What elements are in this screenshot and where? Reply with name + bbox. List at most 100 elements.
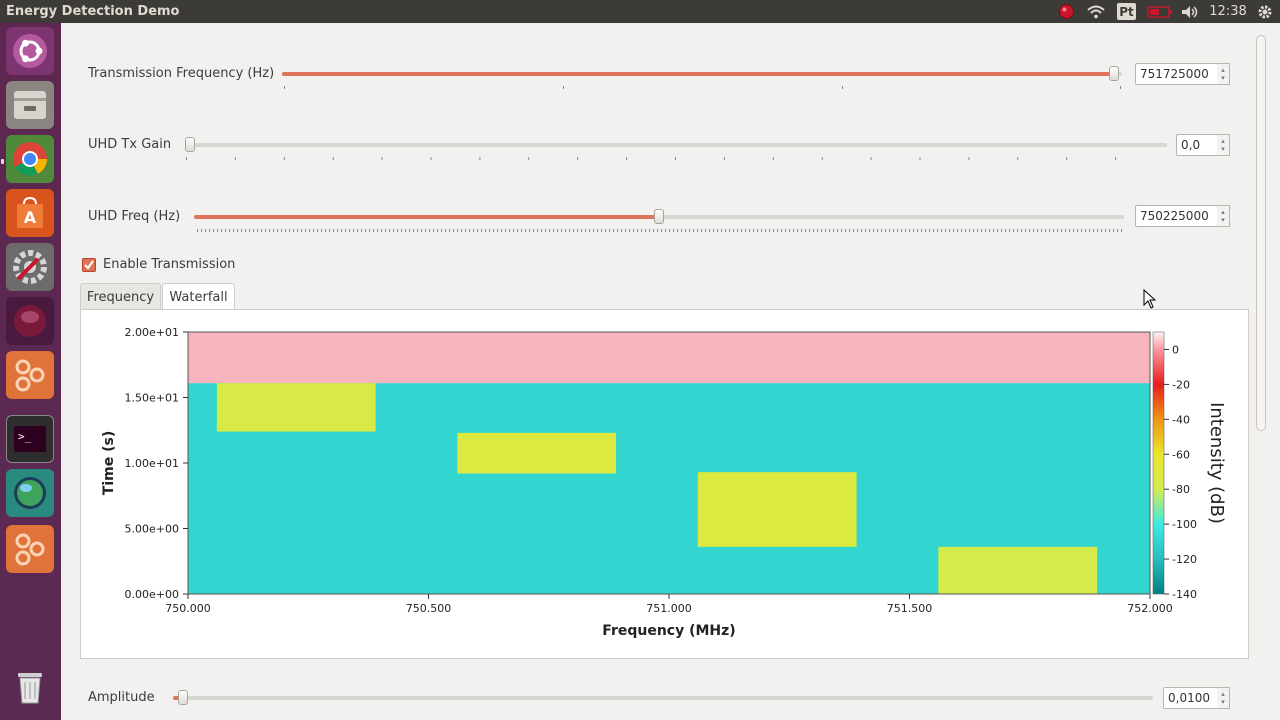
y-tick-label: 2.00e+01 xyxy=(125,326,179,339)
slider-tick xyxy=(953,229,954,232)
slider-tick xyxy=(749,229,750,232)
slider-tick xyxy=(209,229,210,232)
colorbar-tick-label: -80 xyxy=(1172,483,1190,496)
slider-handle[interactable] xyxy=(185,137,195,152)
waterfall-burst xyxy=(697,472,857,547)
wifi-icon[interactable] xyxy=(1086,3,1106,20)
slider-tick xyxy=(489,229,490,232)
slider-tick xyxy=(1089,229,1090,232)
slider-tick xyxy=(869,229,870,232)
slider-tick xyxy=(626,157,628,160)
slider-tick xyxy=(789,229,790,232)
chrome-icon[interactable] xyxy=(6,135,54,183)
terminal-icon[interactable]: >_ xyxy=(6,415,54,463)
slider-tick xyxy=(1065,229,1066,232)
waterfall-chart[interactable]: 750.000 750.500 751.000 751.500 752.000 0.00e… xyxy=(81,310,1248,658)
gnuradio-icon[interactable] xyxy=(6,351,54,399)
amplitude-stepper[interactable]: ▴ ▾ xyxy=(1217,687,1230,709)
slider-tick xyxy=(685,229,686,232)
gear-icon[interactable] xyxy=(1256,3,1274,20)
enable-transmission-checkbox[interactable] xyxy=(82,258,96,272)
slider-tick xyxy=(521,229,522,232)
tx-gain-slider[interactable] xyxy=(185,137,1167,152)
clock[interactable]: 12:38 xyxy=(1209,4,1247,19)
tx-frequency-stepper[interactable]: ▴ ▾ xyxy=(1217,63,1230,85)
slider-tick xyxy=(321,229,322,232)
uhd-frequency-input[interactable]: 750225000 xyxy=(1135,205,1218,227)
uhd-frequency-slider[interactable] xyxy=(194,209,1124,224)
colorbar-tick-label: -100 xyxy=(1172,518,1197,531)
slider-tick xyxy=(893,229,894,232)
slider-tick xyxy=(313,229,314,232)
slider-tick xyxy=(349,229,350,232)
globe-icon[interactable] xyxy=(6,469,54,517)
slider-tick xyxy=(293,229,294,232)
software-center-icon[interactable]: A xyxy=(6,189,54,237)
slider-tick xyxy=(968,157,970,160)
slider-handle[interactable] xyxy=(177,690,188,705)
uhd-frequency-stepper[interactable]: ▴ ▾ xyxy=(1217,205,1230,227)
mouse-cursor-icon xyxy=(1143,289,1157,309)
slider-tick xyxy=(741,229,742,232)
slider-tick xyxy=(637,229,638,232)
slider-handle[interactable] xyxy=(654,209,664,224)
slider-tick xyxy=(381,229,382,232)
ubuntu-logo-icon[interactable] xyxy=(6,27,54,75)
keyboard-layout-indicator[interactable]: Pt xyxy=(1117,3,1136,20)
tx-gain-stepper[interactable]: ▴ ▾ xyxy=(1217,134,1230,156)
x-axis-label: Frequency (MHz) xyxy=(602,623,735,639)
slider-tick xyxy=(337,229,338,232)
tab-frequency[interactable]: Frequency xyxy=(80,283,161,310)
slider-tick xyxy=(713,229,714,232)
files-icon[interactable] xyxy=(6,81,54,129)
slider-tick xyxy=(1105,229,1106,232)
tx-frequency-slider[interactable] xyxy=(282,66,1122,81)
record-app-icon[interactable] xyxy=(6,297,54,345)
slider-tick xyxy=(681,229,682,232)
slider-tick xyxy=(481,229,482,232)
slider-tick xyxy=(529,229,530,232)
slider-tick xyxy=(785,229,786,232)
enable-transmission-label[interactable]: Enable Transmission xyxy=(103,257,236,272)
slider-tick xyxy=(933,229,934,232)
amplitude-slider[interactable] xyxy=(173,690,1153,705)
tab-waterfall[interactable]: Waterfall xyxy=(162,283,235,311)
slider-tick xyxy=(385,229,386,232)
battery-icon[interactable] xyxy=(1146,3,1173,20)
trash-icon[interactable] xyxy=(6,663,54,711)
record-icon[interactable] xyxy=(1057,3,1076,20)
colorbar-tick-label: -140 xyxy=(1172,588,1197,601)
slider-tick xyxy=(533,229,534,232)
slider-tick xyxy=(353,229,354,232)
slider-tick xyxy=(469,229,470,232)
slider-tick xyxy=(401,229,402,232)
slider-tick xyxy=(525,229,526,232)
slider-handle[interactable] xyxy=(1108,66,1119,81)
system-settings-icon[interactable] xyxy=(6,243,54,291)
slider-tick xyxy=(765,229,766,232)
volume-icon[interactable] xyxy=(1180,3,1200,20)
slider-tick xyxy=(981,229,982,232)
slider-tick xyxy=(493,229,494,232)
slider-tick xyxy=(605,229,606,232)
slider-tick xyxy=(797,229,798,232)
slider-tick xyxy=(1073,229,1074,232)
slider-tick xyxy=(197,229,198,232)
slider-tick xyxy=(213,229,214,232)
slider-tick xyxy=(373,229,374,232)
slider-tick xyxy=(865,229,866,232)
slider-tick xyxy=(985,229,986,232)
gnuradio-icon-2[interactable] xyxy=(6,525,54,573)
slider-tick xyxy=(1109,229,1110,232)
slider-tick xyxy=(697,229,698,232)
tx-frequency-input[interactable]: 751725000 xyxy=(1135,63,1218,85)
tx-gain-input[interactable]: 0,0 xyxy=(1176,134,1218,156)
amplitude-input[interactable]: 0,0100 xyxy=(1163,687,1218,709)
main-window: Transmission Frequency (Hz) 751725000 ▴ ▾… xyxy=(61,23,1280,720)
slider-tick xyxy=(565,229,566,232)
vertical-scrollbar[interactable] xyxy=(1256,35,1266,431)
slider-tick xyxy=(1093,229,1094,232)
slider-tick xyxy=(517,229,518,232)
slider-tick xyxy=(737,229,738,232)
slider-tick xyxy=(553,229,554,232)
